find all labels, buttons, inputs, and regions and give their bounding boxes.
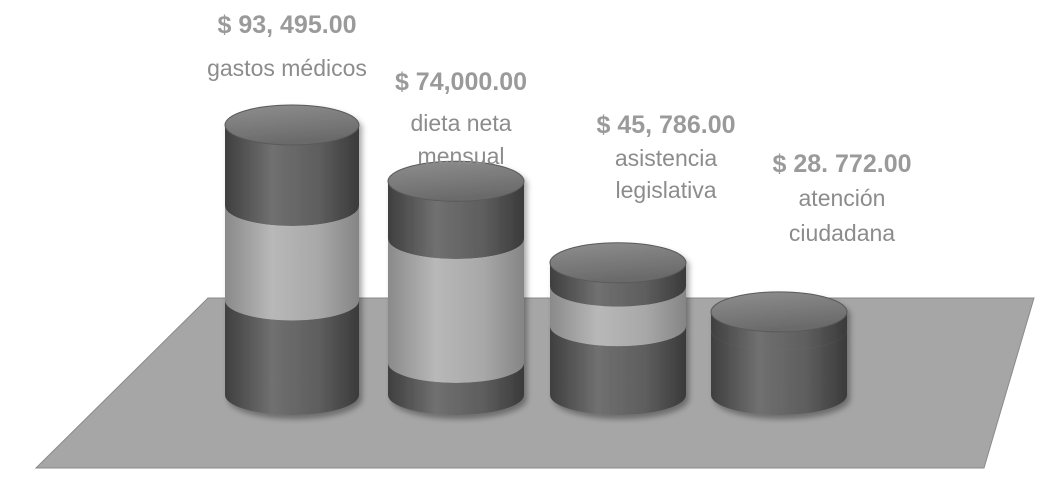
cylinder-bar	[710, 291, 848, 415]
category-label: atención	[799, 185, 886, 211]
data-label: $ 74,000.00	[395, 68, 527, 96]
cylinder-top	[224, 104, 360, 146]
category-label: asistencia	[615, 145, 717, 171]
cylinder-band-bottom	[388, 362, 524, 415]
cylinder-band-light	[388, 238, 524, 383]
category-label: legislativa	[616, 177, 717, 203]
data-label: $ 45, 786.00	[596, 111, 735, 139]
cylinder-bar	[387, 160, 525, 415]
cylinder-top	[710, 291, 848, 333]
cylinder-band-bottom	[711, 330, 847, 415]
cylinder-top	[549, 242, 687, 284]
cylinder-band-bottom	[550, 326, 686, 415]
cylinder-band-light	[225, 206, 359, 321]
cylinder-band-bottom	[225, 300, 359, 415]
category-label: gastos médicos	[207, 55, 367, 81]
labels-group: $ 93, 495.00 gastos médicos $ 74,000.00 die…	[207, 11, 911, 246]
cylinder-bar	[224, 104, 360, 415]
chart-floor	[34, 297, 1035, 469]
cylinder-band-light	[550, 286, 686, 347]
cylinder-band-top	[388, 181, 524, 259]
cylinder-bar	[549, 242, 687, 415]
cylinder-band-top	[711, 311, 847, 351]
category-label: mensual	[418, 143, 505, 169]
category-label: dieta neta	[410, 110, 511, 136]
cylinder-top	[387, 160, 525, 202]
cylinder-band-top	[550, 262, 686, 307]
data-label: $ 93, 495.00	[217, 11, 356, 39]
category-label: ciudadana	[789, 220, 895, 246]
bars-group	[224, 104, 848, 415]
data-label: $ 28. 772.00	[772, 150, 911, 178]
cylinder-band-top	[225, 125, 359, 226]
